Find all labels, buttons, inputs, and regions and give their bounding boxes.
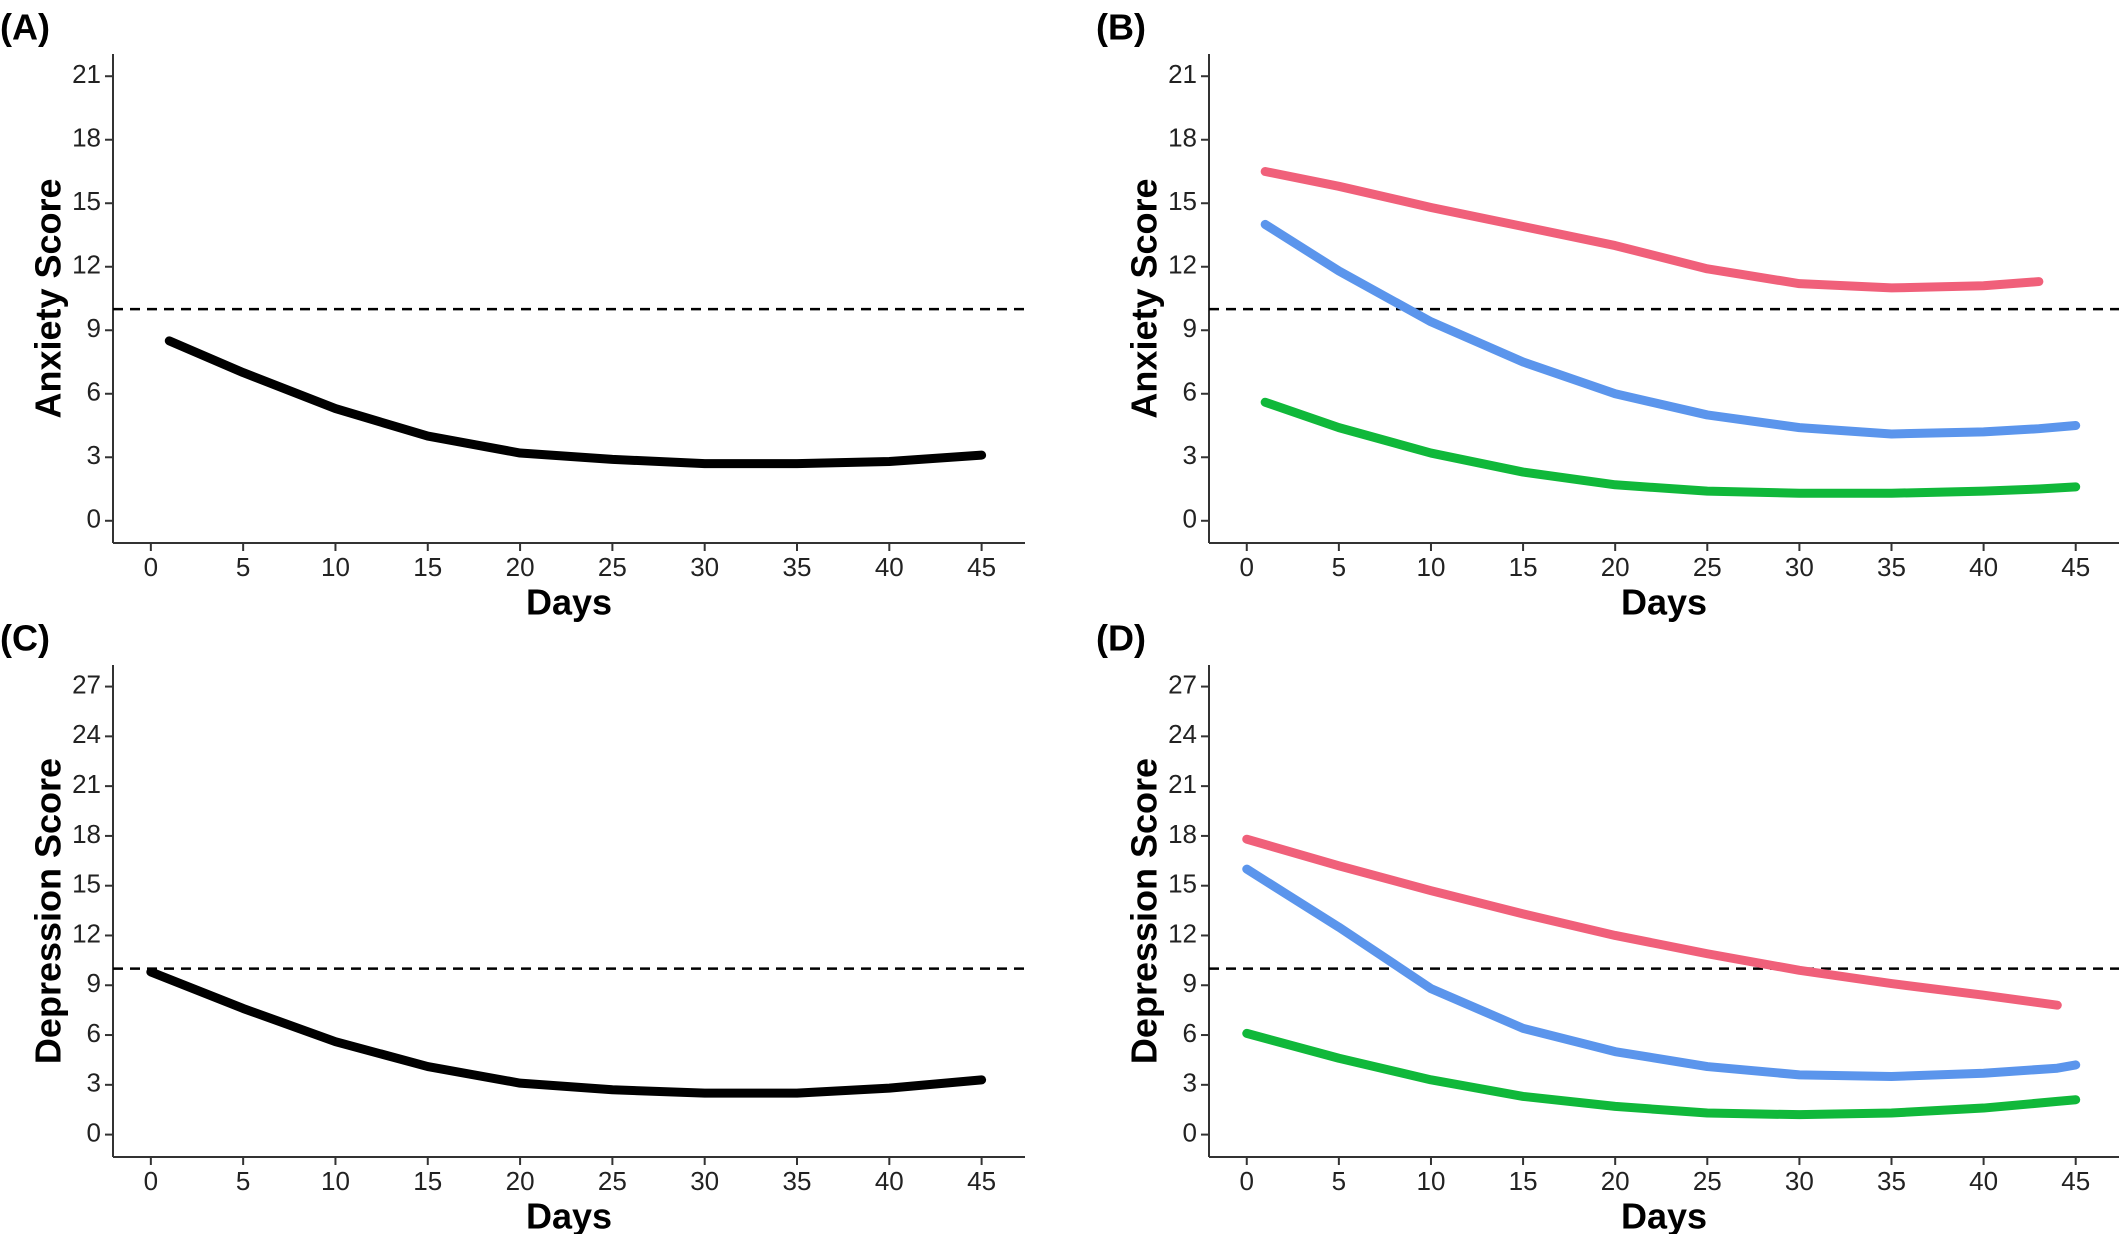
y-axis-title: Depression Score: [28, 758, 69, 1064]
series-line: [146, 967, 987, 1098]
x-tick-label: 25: [1693, 552, 1722, 582]
x-tick-label: 45: [967, 552, 996, 582]
y-tick-label: 15: [1168, 869, 1197, 899]
x-tick-label: 20: [506, 1166, 535, 1196]
y-tick-label: 0: [1183, 1117, 1197, 1147]
x-tick-label: 20: [1601, 1166, 1630, 1196]
y-tick-label: 18: [1168, 819, 1197, 849]
x-tick-label: 15: [413, 1166, 442, 1196]
x-tick-label: 30: [1785, 552, 1814, 582]
y-tick-label: 6: [87, 377, 101, 407]
x-tick-label: 20: [1601, 552, 1630, 582]
x-tick-label: 20: [506, 552, 535, 582]
y-tick-label: 3: [1183, 1068, 1197, 1098]
y-tick-label: 12: [72, 250, 101, 280]
y-tick-label: 27: [72, 669, 101, 699]
series-line: [164, 336, 987, 469]
y-tick-label: 3: [1183, 440, 1197, 470]
y-tick-label: 18: [72, 819, 101, 849]
y-axis-title: Anxiety Score: [28, 178, 69, 418]
y-tick-label: 6: [87, 1018, 101, 1048]
x-tick-label: 10: [1417, 552, 1446, 582]
y-tick-label: 6: [1183, 1018, 1197, 1048]
x-tick-label: 5: [236, 1166, 250, 1196]
y-tick-label: 18: [72, 123, 101, 153]
x-tick-label: 0: [144, 552, 158, 582]
x-tick-label: 45: [967, 1166, 996, 1196]
panel-label: (B): [1096, 7, 1146, 48]
x-tick-label: 10: [321, 552, 350, 582]
y-tick-label: 12: [72, 918, 101, 948]
x-tick-label: 45: [2061, 1166, 2090, 1196]
x-tick-label: 15: [1509, 1166, 1538, 1196]
y-tick-label: 15: [1168, 186, 1197, 216]
x-tick-label: 5: [1332, 1166, 1346, 1196]
series-line: [1242, 834, 2062, 1010]
x-tick-label: 35: [783, 1166, 812, 1196]
y-axis-title: Anxiety Score: [1124, 178, 1165, 418]
x-tick-label: 15: [413, 552, 442, 582]
x-tick-label: 0: [1240, 552, 1254, 582]
x-tick-label: 30: [690, 552, 719, 582]
x-axis-title: Days: [1621, 1196, 1707, 1234]
series-line: [1260, 397, 2081, 498]
x-tick-label: 40: [1969, 552, 1998, 582]
y-tick-label: 12: [1168, 918, 1197, 948]
x-axis-title: Days: [526, 1196, 612, 1234]
x-tick-label: 40: [1969, 1166, 1998, 1196]
y-tick-label: 21: [1168, 769, 1197, 799]
y-tick-label: 3: [87, 1068, 101, 1098]
x-tick-label: 10: [1417, 1166, 1446, 1196]
x-tick-label: 45: [2061, 552, 2090, 582]
y-tick-label: 24: [72, 719, 101, 749]
series-line: [1242, 864, 2081, 1082]
y-tick-label: 24: [1168, 719, 1197, 749]
y-tick-label: 18: [1168, 123, 1197, 153]
x-tick-label: 5: [236, 552, 250, 582]
x-tick-label: 0: [1240, 1166, 1254, 1196]
x-tick-label: 25: [598, 552, 627, 582]
y-axis-title: Depression Score: [1124, 758, 1165, 1064]
series-line: [1242, 1028, 2081, 1120]
x-tick-label: 40: [875, 552, 904, 582]
y-tick-label: 21: [72, 769, 101, 799]
panel-label: (A): [0, 7, 50, 48]
x-tick-label: 25: [598, 1166, 627, 1196]
y-tick-label: 0: [1183, 504, 1197, 534]
x-tick-label: 5: [1332, 552, 1346, 582]
y-tick-label: 15: [72, 869, 101, 899]
y-tick-label: 9: [87, 968, 101, 998]
y-tick-label: 0: [87, 1117, 101, 1147]
y-tick-label: 21: [1168, 59, 1197, 89]
x-axis-title: Days: [1621, 582, 1707, 623]
y-tick-label: 21: [72, 59, 101, 89]
panel-label: (D): [1096, 618, 1146, 659]
panel-label: (C): [0, 618, 50, 659]
x-tick-label: 15: [1509, 552, 1538, 582]
y-tick-label: 3: [87, 440, 101, 470]
x-tick-label: 35: [1877, 552, 1906, 582]
x-tick-label: 25: [1693, 1166, 1722, 1196]
y-tick-label: 9: [1183, 968, 1197, 998]
series-line: [1260, 166, 2044, 293]
x-tick-label: 10: [321, 1166, 350, 1196]
x-tick-label: 40: [875, 1166, 904, 1196]
series-line: [1260, 219, 2081, 439]
y-tick-label: 0: [87, 504, 101, 534]
x-tick-label: 0: [144, 1166, 158, 1196]
x-tick-label: 30: [1785, 1166, 1814, 1196]
y-tick-label: 6: [1183, 377, 1197, 407]
y-tick-label: 12: [1168, 250, 1197, 280]
x-tick-label: 30: [690, 1166, 719, 1196]
x-axis-title: Days: [526, 582, 612, 623]
x-tick-label: 35: [783, 552, 812, 582]
y-tick-label: 27: [1168, 669, 1197, 699]
x-tick-label: 35: [1877, 1166, 1906, 1196]
y-tick-label: 15: [72, 186, 101, 216]
y-tick-label: 9: [87, 313, 101, 343]
y-tick-label: 9: [1183, 313, 1197, 343]
